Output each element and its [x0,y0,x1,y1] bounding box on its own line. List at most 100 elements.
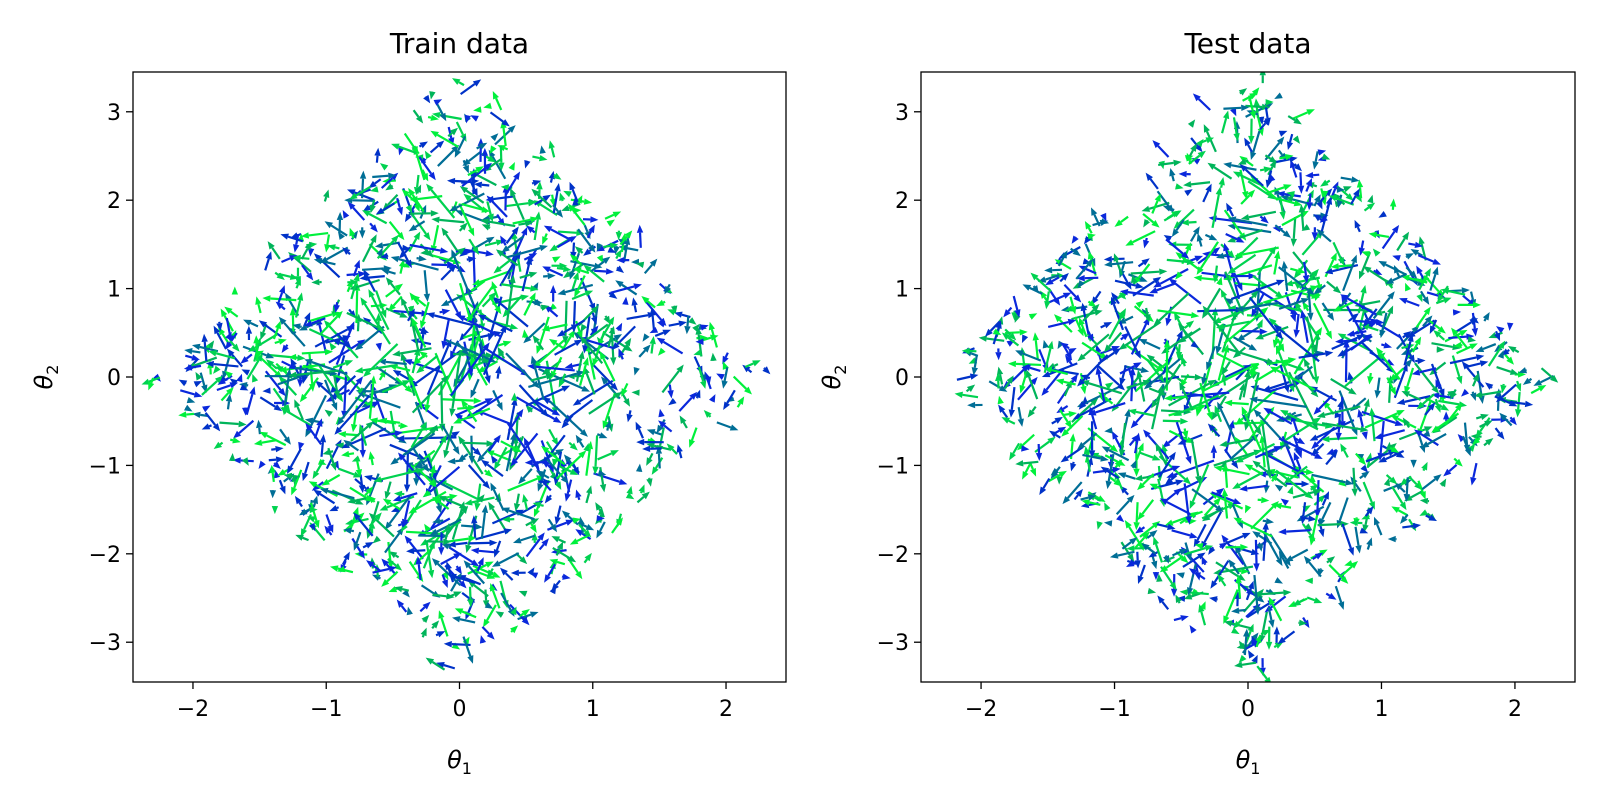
vector-arrow [300,231,329,239]
vector-arrow [1321,302,1335,321]
vector-arrow [425,538,452,545]
vector-arrow [408,373,424,409]
vector-arrow [332,339,349,347]
vector-arrow [350,272,360,300]
vector-arrow [377,358,407,366]
vector-arrow [998,404,1009,419]
vector-arrow [489,145,497,154]
vector-arrow [1234,236,1259,261]
vector-arrow [1328,564,1349,584]
vector-arrow [1494,427,1505,440]
vector-arrow [1211,186,1222,228]
vector-arrow [525,404,534,413]
vector-arrow [430,130,459,148]
vector-arrow [505,274,516,328]
vector-arrow [1265,170,1273,189]
x-axis-ticks: −2 −1 0 1 2 [177,682,733,722]
vector-arrow [348,376,364,396]
vector-arrow [271,506,279,515]
vector-arrow [368,451,375,466]
vector-arrow [1080,494,1097,501]
vector-arrow [414,184,422,194]
vector-arrow [492,294,530,305]
vector-arrow [486,195,508,218]
vector-arrow [1310,484,1319,492]
vector-arrow [301,264,314,281]
vector-arrow [573,267,590,275]
vector-arrow [638,344,651,358]
vector-arrow [502,295,523,318]
vector-arrow [1109,476,1122,487]
vector-arrow [459,79,482,95]
vector-arrow [1199,382,1213,421]
vector-arrow [1332,241,1345,266]
vector-arrow [504,171,521,196]
vector-arrow [569,534,590,545]
vector-arrow [1163,235,1173,242]
vector-arrow [267,241,281,260]
vector-arrow [1504,353,1514,365]
vector-arrow [525,532,545,558]
vector-arrow [1278,130,1288,137]
vector-arrow [1146,358,1165,383]
vector-arrow [1173,394,1220,416]
vector-arrow [615,265,625,274]
vector-arrow [466,285,494,322]
vector-arrow [495,611,505,618]
vector-arrow [1352,319,1385,326]
vector-arrow [642,445,662,452]
vector-arrow [1273,250,1281,275]
y-axis-ticks: −3 −2 −1 0 1 2 3 [89,101,133,656]
vector-arrow [186,397,196,404]
vector-arrow [1165,238,1190,259]
vector-arrow [1223,104,1250,112]
vector-arrow [656,299,666,307]
vector-arrow [1048,470,1067,483]
vector-arrow [1249,396,1307,408]
x-tick-label: 1 [586,697,600,722]
vector-arrow [364,486,374,497]
vector-arrow [259,431,287,447]
vector-arrow [1207,423,1221,438]
vector-arrow [510,432,539,467]
vector-arrow [1082,303,1100,322]
vector-arrow [321,473,341,486]
vector-arrow [586,224,595,239]
vector-arrow [477,314,513,333]
vector-arrow [1451,327,1468,349]
vector-arrow [1253,409,1291,450]
vector-arrow [408,220,426,232]
vector-arrow [388,295,403,312]
vector-arrow [1337,399,1344,411]
vector-arrow [1470,316,1479,324]
vector-arrow [1351,467,1358,497]
vector-arrow [1362,481,1375,510]
vector-arrow [1118,422,1127,458]
vector-arrow [1450,388,1457,400]
vector-arrow [224,306,239,318]
vector-arrow [1135,442,1144,460]
vector-arrow [716,373,725,380]
vector-arrow [429,424,439,432]
vector-arrow [570,260,603,270]
x-tick-label: 0 [453,697,467,722]
vector-arrow [1062,343,1072,360]
vector-arrow [1240,210,1277,221]
vector-arrow [1215,320,1250,330]
vector-arrow [532,154,548,162]
vector-arrow [439,308,451,315]
vector-arrow [468,435,476,464]
vector-arrow [361,265,392,272]
vector-arrow [522,329,529,339]
y-tick-label: 3 [107,101,121,126]
vector-arrow [493,259,511,274]
y-axis-label: θ2 [30,365,62,390]
vector-arrow [1429,319,1438,334]
vector-arrow [418,141,428,149]
vector-arrow [1194,542,1204,550]
vector-arrow [470,115,479,122]
vector-arrow [1238,654,1247,663]
vector-arrow [1135,526,1146,534]
vector-arrow [1001,332,1020,347]
vector-arrow [1435,379,1442,390]
